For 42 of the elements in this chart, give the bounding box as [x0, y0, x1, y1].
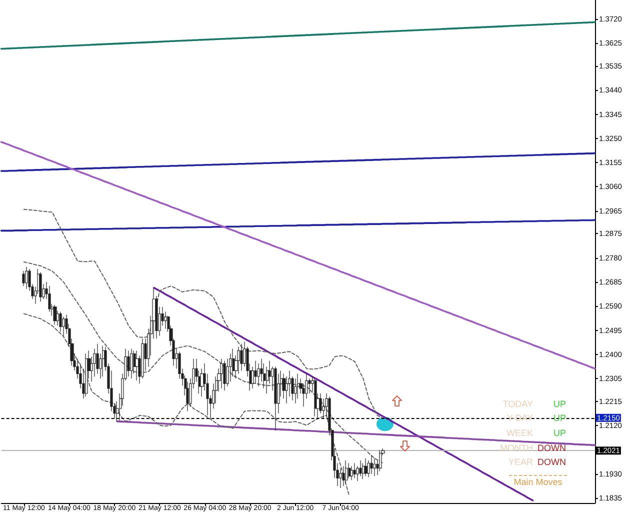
candlestick	[53, 304, 57, 325]
annotation: UP	[553, 413, 566, 424]
line-series	[23, 313, 350, 496]
candlestick	[362, 462, 365, 480]
annotation: WEEK	[506, 428, 533, 439]
candlestick	[274, 366, 277, 431]
candlestick	[314, 378, 317, 417]
candlestick	[130, 348, 133, 379]
candlestick	[379, 450, 382, 472]
candlestick	[25, 266, 28, 290]
candlestick	[85, 353, 88, 397]
annotation: YEAR	[508, 457, 533, 468]
candlestick	[59, 311, 62, 332]
candlestick	[345, 460, 348, 484]
line-series	[0, 21, 596, 50]
candlestick	[353, 462, 356, 478]
line-series	[23, 261, 384, 464]
annotation: TODAY	[502, 398, 533, 410]
line-series	[153, 286, 534, 502]
line-series	[0, 219, 596, 232]
annotation: DOWN	[538, 442, 566, 454]
candlestick	[364, 458, 368, 476]
candlestick	[350, 466, 353, 480]
candlestick	[373, 458, 376, 476]
line-series	[0, 152, 596, 172]
candlestick	[370, 454, 373, 474]
candlestick	[164, 311, 167, 330]
candlestick	[220, 358, 223, 389]
candlestick	[102, 345, 105, 377]
annotation: UP	[553, 428, 566, 439]
candlestick	[135, 350, 139, 381]
candlestick	[22, 270, 25, 286]
candlestick	[240, 343, 243, 371]
candlestick	[223, 360, 226, 391]
candlestick	[39, 272, 42, 302]
line-series	[0, 141, 596, 370]
annotation: Main Moves	[509, 474, 567, 488]
annotation: UP	[553, 398, 566, 410]
line-series	[116, 420, 596, 446]
candlestick	[48, 286, 51, 312]
candlestick	[127, 350, 130, 377]
annotation: DOWN	[538, 457, 566, 468]
